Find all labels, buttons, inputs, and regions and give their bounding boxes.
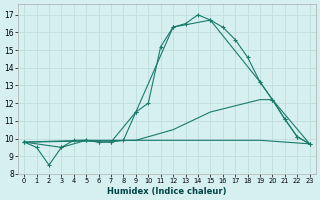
X-axis label: Humidex (Indice chaleur): Humidex (Indice chaleur)	[107, 187, 227, 196]
